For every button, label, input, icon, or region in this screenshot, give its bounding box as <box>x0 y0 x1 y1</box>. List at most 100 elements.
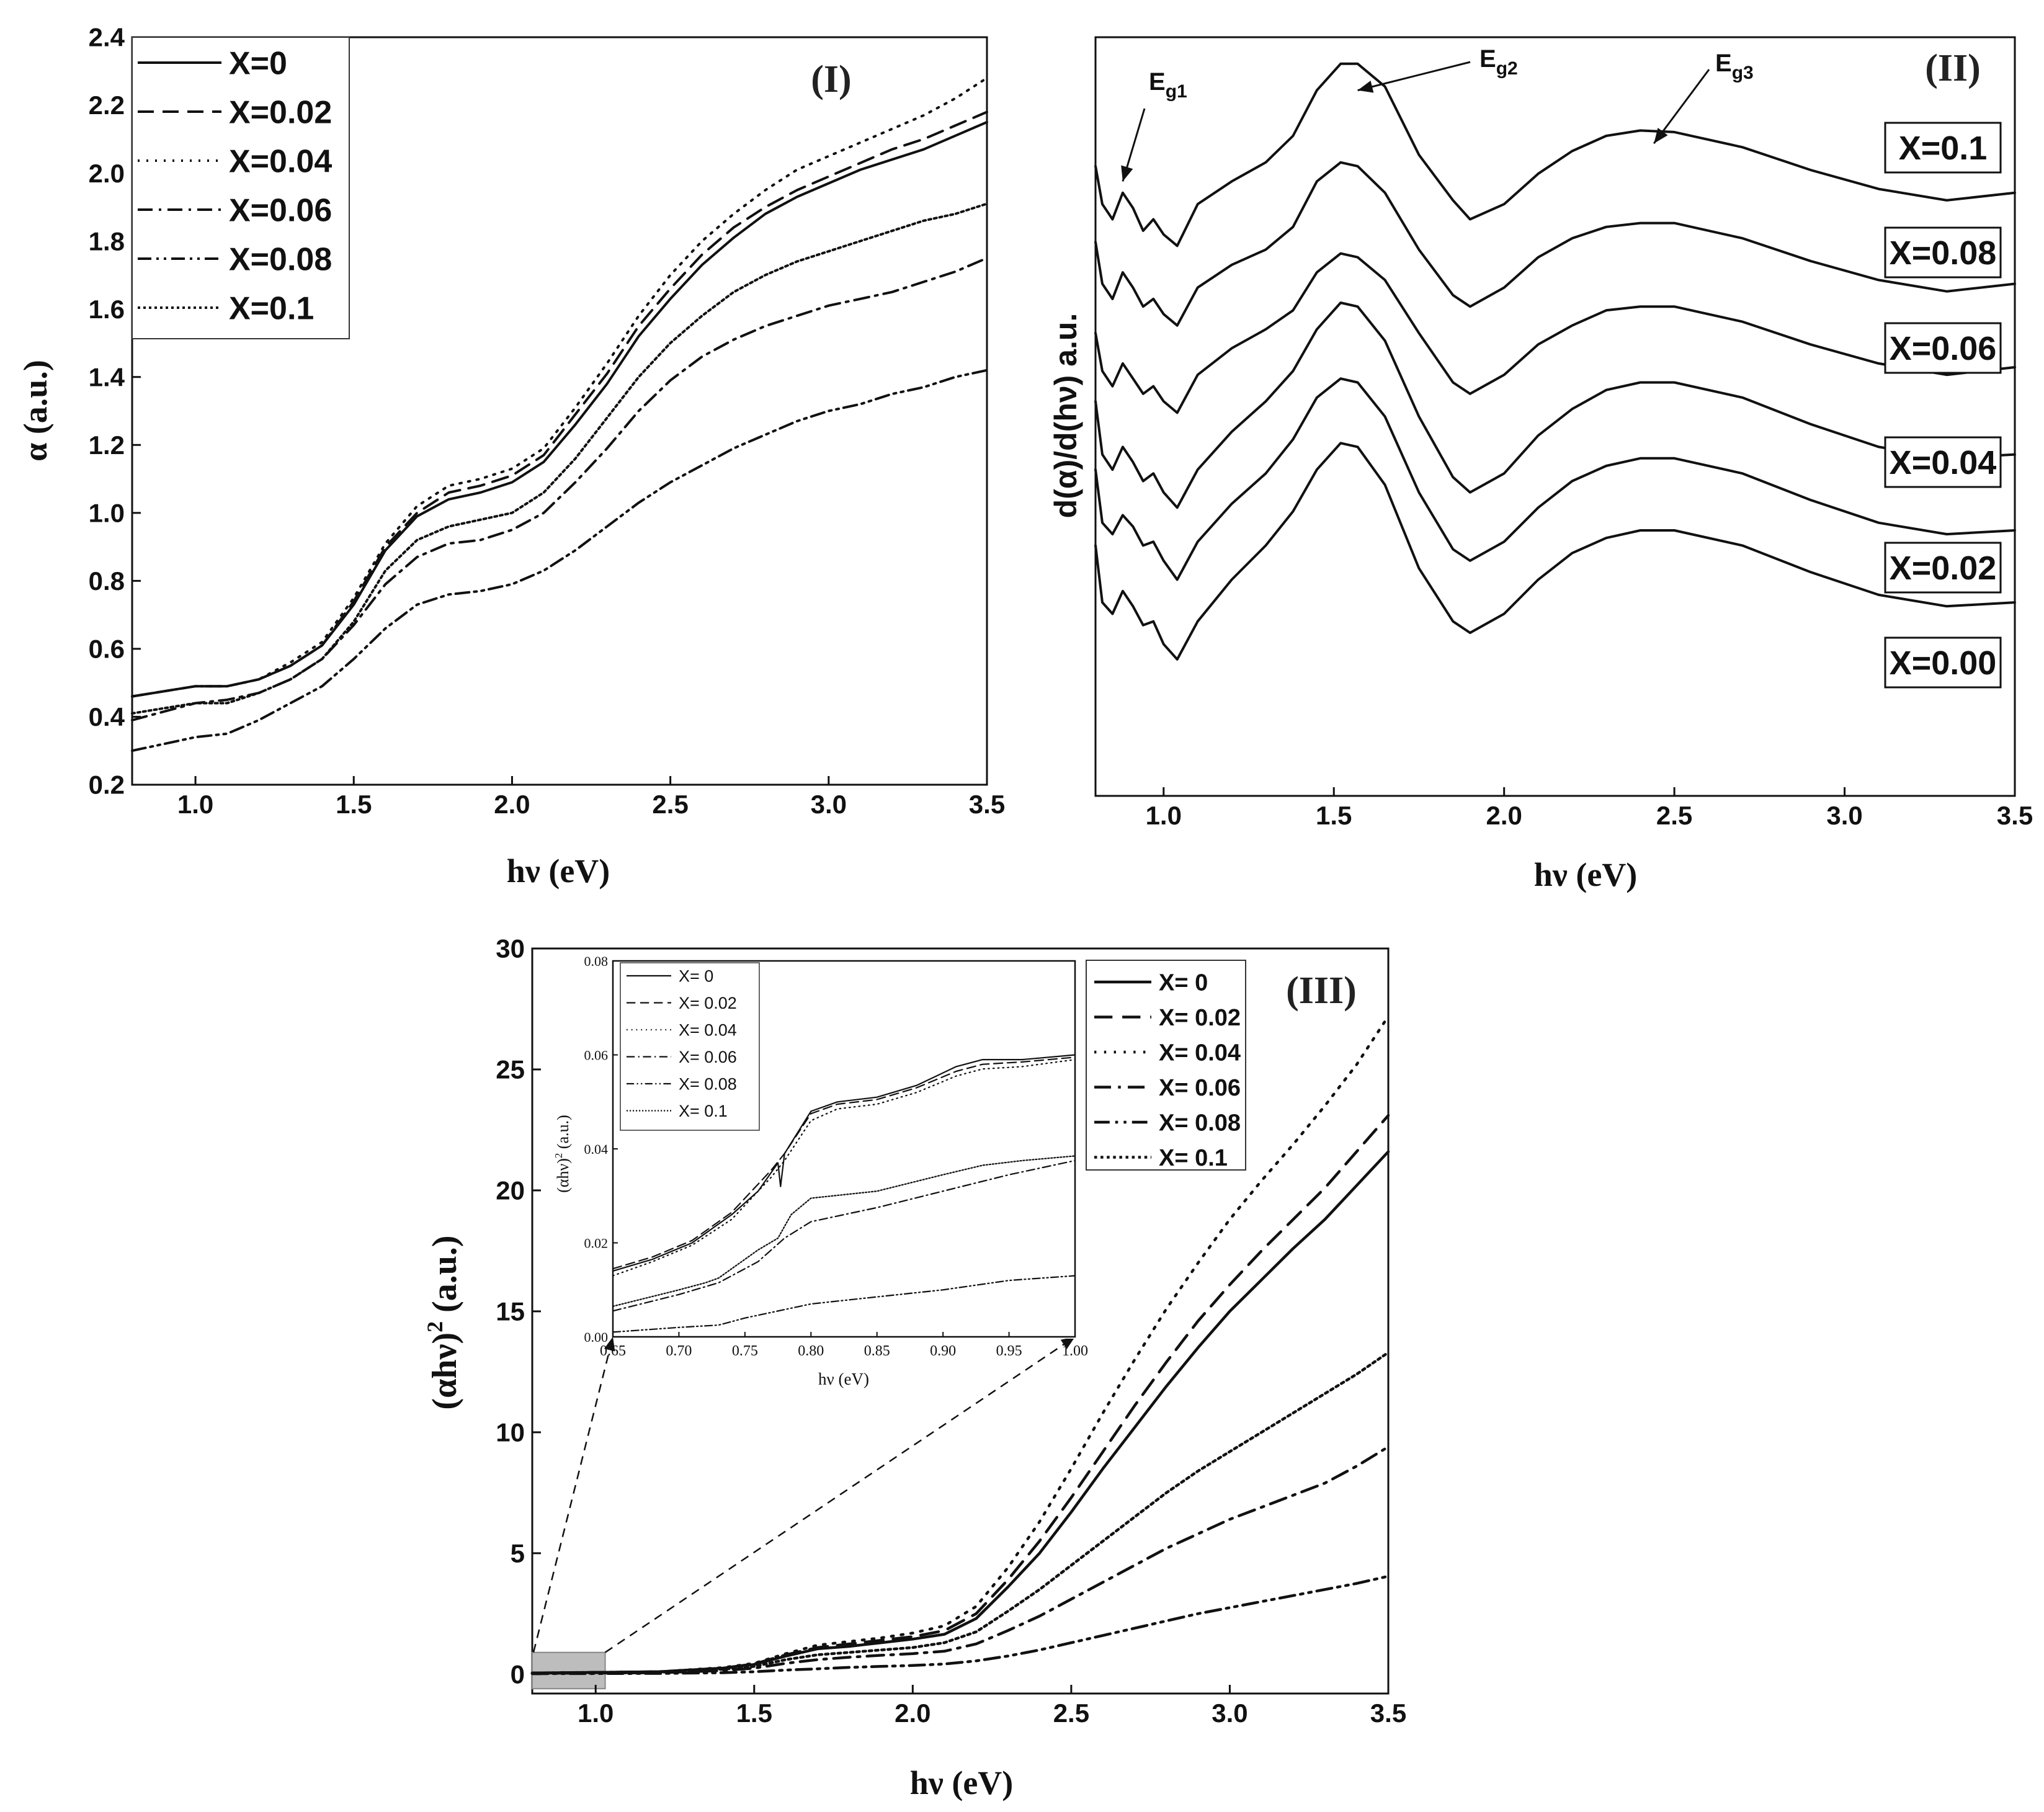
panel-2-annotation-arrowhead <box>1654 127 1668 144</box>
panel-2-curve-labels: X=0.1 X=0.08 X=0.06 X=0.04 X=0.02 X=0.00 <box>1884 122 2002 689</box>
panel-3-series-X0-08 <box>530 1574 1390 1676</box>
panel-3-y-tick-label: 0 <box>511 1660 525 1689</box>
panel-3-x-tick-label: 2.0 <box>895 1698 931 1728</box>
inset-x-tick-label: 0.85 <box>864 1343 890 1359</box>
panel-3-legend-label: X= 0.06 <box>1159 1075 1241 1101</box>
panel-1-legend-label: X=0.06 <box>229 193 332 229</box>
panel-2-annotation-label: Eg2 <box>1479 45 1518 79</box>
panel-2-curve-label-box <box>1884 322 2002 374</box>
panel-3-series-X0 <box>530 1150 1390 1675</box>
panel-1-series-group <box>131 76 988 752</box>
panel-1-y-tick-label: 0.6 <box>89 635 125 664</box>
inset-series-group <box>612 1054 1076 1333</box>
zoom-connector-line <box>604 1336 1076 1653</box>
panel-2-y-axis-label: d(α)/d(hν) a.u. <box>1048 313 1083 519</box>
inset-x-tick-label: 1.00 <box>1062 1343 1088 1359</box>
panel-2-curve-label: X=0.04 <box>1890 444 1997 481</box>
panel-1-legend-box <box>132 37 350 339</box>
panel-3-x-tick-label: 1.0 <box>578 1698 614 1728</box>
inset-y-tick-label: 0.06 <box>584 1048 609 1063</box>
inset-legend-label: X= 0.08 <box>679 1075 737 1094</box>
panel-1-series-X0-02 <box>131 110 988 698</box>
panel-3-legend-label: X= 0.08 <box>1159 1110 1241 1136</box>
inset-series-X0-08 <box>612 1275 1076 1333</box>
panel-2-curve-label: X=0.02 <box>1890 550 1997 587</box>
panel-1-y-tick-label: 2.2 <box>89 91 125 120</box>
panel-2-plot-frame <box>1094 36 2016 797</box>
panel-1-y-tick-label: 1.0 <box>89 499 125 528</box>
panel-2-annotation-label: Eg3 <box>1715 50 1754 83</box>
panel-3-legend-label: X= 0 <box>1159 970 1208 996</box>
inset-y-tick-label: 0.04 <box>584 1141 609 1157</box>
panel-3-x-ticks: 1.0 1.5 2.0 2.5 3.0 3.5 <box>578 1685 1406 1728</box>
inset-x-tick-label: 0.75 <box>732 1343 758 1359</box>
panel-2-curve-label-box <box>1884 636 2002 689</box>
zoom-connector-arrowhead <box>604 1337 615 1352</box>
panel-2-x-axis-label: hν (eV) <box>1534 856 1638 893</box>
inset-y-tick-label: 0.00 <box>584 1329 609 1345</box>
panel-3-legend-label: X= 0.02 <box>1159 1005 1241 1031</box>
inset-legend-label: X= 0.1 <box>679 1102 728 1120</box>
panel-1-chart: 1.0 1.5 2.0 2.5 3.0 3.5 0.2 0.4 0.6 0.8 1.0 1.2 1.4… <box>17 23 1005 890</box>
panel-2-series-X0-04 <box>1094 301 2016 509</box>
panel-1-series-X0-08 <box>131 368 988 752</box>
inset-legend-label: X= 0.04 <box>679 1021 737 1040</box>
panel-1-legend-label: X=0.02 <box>229 95 332 131</box>
panel-2-curve-label-box <box>1884 436 2002 488</box>
panel-2-annotation-arrow-line <box>1357 61 1471 92</box>
panel-2-curve-label-box <box>1884 122 2002 174</box>
inset-series-X0-06 <box>612 1159 1076 1312</box>
panel-3-label: (III) <box>1286 970 1357 1012</box>
inset-x-tick-label: 0.95 <box>996 1343 1022 1359</box>
panel-2-series-X0-06 <box>1094 252 2016 414</box>
panel-3-y-ticks: 0 5 10 15 20 25 30 <box>496 934 541 1689</box>
panel-2-curve-label-box <box>1884 226 2002 279</box>
panel-3-chart: 1.0 1.5 2.0 2.5 3.0 3.5 0 5 10 15 20 25 30 (III) hν… <box>422 934 1406 1801</box>
inset-legend-label: X= 0 <box>679 967 713 986</box>
panel-2-curve-label: X=0.00 <box>1890 645 1997 682</box>
panel-3-y-tick-label: 5 <box>511 1539 525 1568</box>
panel-1-x-tick-label: 3.0 <box>811 790 847 819</box>
zoom-connector-arrowhead <box>1060 1337 1075 1349</box>
panel-1-x-tick-label: 1.5 <box>336 790 372 819</box>
panel-1-series-X0-06 <box>131 257 988 721</box>
panel-3-y-tick-label: 10 <box>496 1418 525 1447</box>
inset-series-X0-04 <box>612 1059 1076 1277</box>
panel-1-label: (I) <box>811 58 851 100</box>
panel-3-x-tick-label: 3.5 <box>1370 1698 1406 1728</box>
inset-y-tick-label: 0.08 <box>584 953 609 969</box>
panel-3-series-group <box>530 1014 1390 1676</box>
panel-1-y-tick-label: 0.8 <box>89 566 125 596</box>
inset-x-tick-label: 0.70 <box>666 1343 692 1359</box>
panel-3-legend-label: X= 0.1 <box>1159 1145 1228 1171</box>
panel-3-x-tick-label: 3.0 <box>1212 1698 1247 1728</box>
zoom-connector-line <box>532 1336 614 1653</box>
panel-1-x-tick-label: 3.5 <box>969 790 1005 819</box>
panel-1-legend-label: X=0.1 <box>229 291 314 327</box>
panel-1-series-X0-1 <box>131 202 988 715</box>
panel-3-inset-chart: 0.65 0.70 0.75 0.80 0.85 0.90 0.95 1.00 0.000.0… <box>553 953 1088 1388</box>
panel-2-x-tick-label: 3.0 <box>1826 801 1862 830</box>
zoom-region-box <box>532 1651 606 1690</box>
panel-1-y-tick-label: 1.6 <box>89 295 125 324</box>
inset-x-tick-label: 0.90 <box>930 1343 956 1359</box>
inset-x-ticks: 0.65 0.70 0.75 0.80 0.85 0.90 0.95 1.00 <box>600 1332 1088 1359</box>
panel-2-annotation-label: Eg1 <box>1149 68 1187 102</box>
panel-1-legend-label: X=0 <box>229 46 287 82</box>
panel-2-x-tick-label: 3.5 <box>1997 801 2033 830</box>
inset-legend-label: X= 0.02 <box>679 994 737 1012</box>
panel-2-series-X0-02 <box>1094 377 2016 581</box>
inset-y-axis-label: (αhν)2 (a.u.) <box>553 1115 572 1193</box>
panel-1-y-tick-label: 0.4 <box>89 702 125 731</box>
panel-2-x-tick-label: 2.0 <box>1486 801 1522 830</box>
inset-legend-label: X= 0.06 <box>679 1048 737 1066</box>
panel-1-y-tick-label: 2.0 <box>89 159 125 188</box>
panel-1-x-tick-label: 2.5 <box>652 790 688 819</box>
panel-2-x-ticks: 1.0 1.5 2.0 2.5 3.0 3.5 <box>1146 787 2033 830</box>
panel-2-annotations: Eg1 Eg2 Eg3 <box>1121 45 1754 182</box>
inset-y-tick-label: 0.02 <box>584 1236 609 1251</box>
panel-2-series-group <box>1094 62 2016 661</box>
panel-1-y-tick-label: 2.4 <box>89 23 125 52</box>
inset-legend: X= 0 X= 0.02 X= 0.04 X= 0.06 X= 0.08 X= 0.1 <box>620 962 760 1131</box>
panel-2-series-X0-1 <box>1094 62 2016 248</box>
